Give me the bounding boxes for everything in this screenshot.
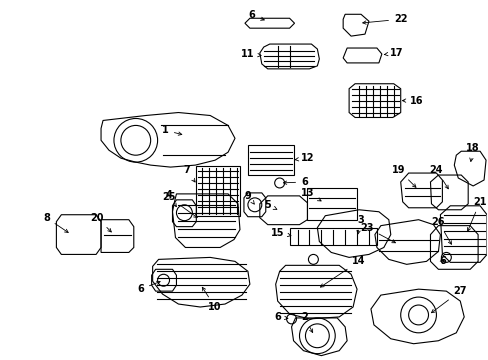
Text: 17: 17	[384, 48, 403, 58]
Text: 18: 18	[466, 143, 479, 162]
Text: 11: 11	[241, 49, 261, 59]
Text: 6: 6	[283, 177, 307, 187]
Bar	[307, 188, 356, 220]
Text: 6: 6	[438, 256, 445, 266]
Text: 12: 12	[294, 153, 314, 163]
Text: 3: 3	[356, 215, 364, 234]
Text: 27: 27	[430, 286, 466, 313]
Text: 25: 25	[162, 192, 197, 217]
Text: 19: 19	[391, 165, 415, 187]
Text: 2: 2	[301, 312, 312, 333]
Text: 14: 14	[320, 256, 365, 287]
Text: 7: 7	[183, 165, 195, 182]
Text: 10: 10	[202, 287, 222, 312]
Text: 6: 6	[137, 281, 160, 294]
Text: 15: 15	[270, 228, 290, 238]
Text: 1: 1	[162, 125, 182, 135]
Text: 24: 24	[429, 165, 447, 189]
Text: 9: 9	[244, 191, 254, 204]
Bar	[247, 145, 293, 175]
Bar	[196, 166, 240, 216]
Bar	[289, 228, 376, 246]
Text: 5: 5	[264, 200, 276, 210]
Text: 21: 21	[467, 197, 486, 231]
Text: 26: 26	[431, 217, 450, 244]
Text: 6: 6	[248, 10, 264, 20]
Text: 23: 23	[360, 222, 395, 243]
Text: 22: 22	[362, 14, 407, 24]
Text: 20: 20	[90, 213, 111, 232]
Text: 6: 6	[274, 312, 287, 322]
Text: 16: 16	[402, 96, 423, 105]
Text: 4: 4	[165, 190, 176, 207]
Text: 13: 13	[300, 188, 321, 201]
Text: 8: 8	[43, 213, 68, 233]
